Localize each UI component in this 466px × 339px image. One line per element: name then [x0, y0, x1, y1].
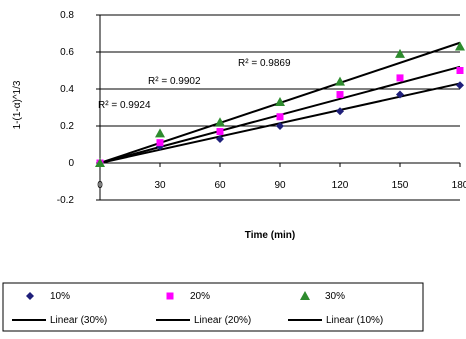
data-point	[276, 113, 284, 121]
data-point	[95, 158, 105, 167]
legend-label: 30%	[325, 291, 345, 302]
data-point	[215, 117, 225, 127]
y-tick-label: 0	[68, 158, 74, 169]
data-point	[456, 81, 464, 90]
data-point	[155, 128, 165, 138]
data-point	[156, 139, 164, 147]
x-tick-label: 150	[392, 180, 409, 191]
data-point	[276, 122, 284, 130]
data-point	[336, 107, 344, 116]
r-squared-label: R² = 0.9924	[98, 100, 151, 111]
legend-marker	[26, 292, 34, 300]
legend-marker	[300, 291, 310, 300]
x-tick-label: 0	[97, 180, 103, 191]
y-tick-label: 0.8	[60, 10, 74, 21]
legend-box	[2, 282, 424, 332]
data-point	[396, 74, 404, 82]
r-squared-label: R² = 0.9902	[148, 76, 201, 87]
y-tick-label: 0.2	[60, 121, 74, 132]
legend-label: Linear (10%)	[326, 315, 383, 326]
data-point	[395, 48, 405, 58]
tick-labels: -0.2 0 0.2 0.4 0.6 0.8 0 30 60 90 120 150 180	[57, 10, 466, 206]
legend-label: 20%	[190, 291, 210, 302]
data-point	[455, 41, 465, 51]
x-tick-label: 120	[332, 180, 349, 191]
annotations: R² = 0.9869 R² = 0.9902 R² = 0.9924	[98, 58, 291, 111]
grid-lines	[100, 14, 460, 201]
data-point	[396, 90, 404, 99]
legend-label: 10%	[50, 291, 70, 302]
x-tick-label: 30	[154, 180, 166, 191]
data-point	[275, 96, 285, 106]
legend-label: Linear (20%)	[194, 315, 251, 326]
data-point	[335, 76, 345, 86]
x-axis-label: Time (min)	[245, 230, 295, 241]
data-point	[336, 91, 344, 99]
legend-marker	[166, 292, 174, 300]
legend: 10% 20% 30% Linear (30%) Linear (20%) Linear …	[2, 282, 424, 332]
data-point	[216, 134, 224, 143]
r-squared-label: R² = 0.9869	[238, 58, 291, 69]
x-tick-label: 90	[274, 180, 286, 191]
y-tick-label: 0.4	[60, 84, 74, 95]
data-point	[456, 67, 464, 74]
x-tick-label: 180	[452, 180, 466, 191]
axes	[96, 14, 461, 201]
data-markers	[95, 41, 465, 167]
x-tick-label: 60	[214, 180, 226, 191]
y-tick-label: -0.2	[57, 195, 75, 206]
y-axis-label: 1-(1-α)^1/3	[12, 80, 23, 129]
legend-label: Linear (30%)	[50, 315, 107, 326]
data-point	[216, 128, 224, 136]
y-tick-label: 0.6	[60, 47, 74, 58]
